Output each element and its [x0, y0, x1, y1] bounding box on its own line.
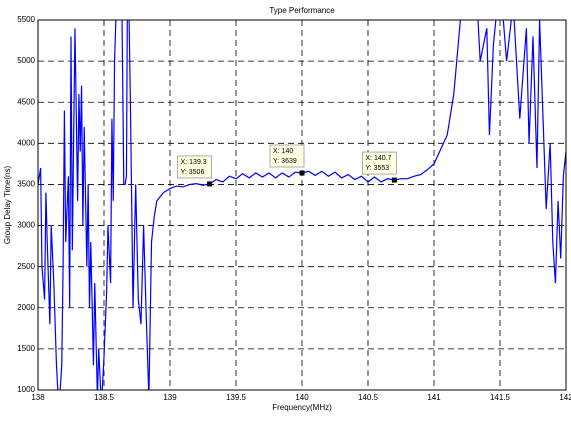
chart-title: Type Performance [269, 6, 335, 15]
datatip: X: 140 Y: 3639 [269, 144, 305, 176]
y-tick-label: 3500 [17, 180, 35, 189]
datatip-box [361, 151, 397, 175]
datatip-box [269, 144, 305, 168]
datatip-marker [299, 170, 305, 176]
datatip-marker [207, 181, 213, 187]
data-line [38, 20, 566, 390]
x-tick-label: 138.5 [94, 393, 115, 402]
datatip-text: X: 140.7 [365, 155, 391, 162]
datatip-box [177, 155, 213, 179]
y-tick-label: 4000 [17, 138, 35, 147]
x-tick-label: 140 [295, 393, 309, 402]
datatip-marker [391, 177, 397, 183]
y-tick-label: 2000 [17, 303, 35, 312]
x-tick-label: 139 [163, 393, 177, 402]
x-tick-label: 139.5 [226, 393, 247, 402]
y-tick-label: 2500 [17, 262, 35, 271]
datatip-text: Y: 3506 [181, 169, 205, 176]
y-tick-label: 5000 [17, 56, 35, 65]
y-tick-label: 1000 [17, 385, 35, 394]
datatip: X: 140.7 Y: 3553 [361, 151, 397, 183]
x-tick-label: 138 [31, 393, 45, 402]
y-tick-label: 4500 [17, 97, 35, 106]
datatips: X: 139.3 Y: 3506 X: 140 Y: 3639 X: 140.7 Y: 3… [177, 144, 397, 187]
datatip-text: Y: 3553 [365, 165, 389, 172]
plot-frame [37, 19, 567, 391]
y-tick-label: 5500 [17, 15, 35, 24]
x-tick-label: 141 [427, 393, 441, 402]
datatip-text: X: 140 [273, 148, 293, 155]
y-tick-label: 3000 [17, 221, 35, 230]
datatip: X: 139.3 Y: 3506 [177, 155, 213, 187]
x-tick-label: 141.5 [490, 393, 511, 402]
y-tick-label: 1500 [17, 344, 35, 353]
plot-area [38, 20, 566, 390]
datatip-text: Y: 3639 [273, 158, 297, 165]
grid [37, 19, 567, 391]
x-axis-label: Frequency(MHz) [272, 403, 332, 412]
datatip-text: X: 139.3 [181, 159, 207, 166]
x-tick-label: 142 [559, 393, 571, 402]
x-tick-label: 140.5 [358, 393, 379, 402]
y-axis-label: Group Delay Time(ns) [3, 166, 12, 245]
